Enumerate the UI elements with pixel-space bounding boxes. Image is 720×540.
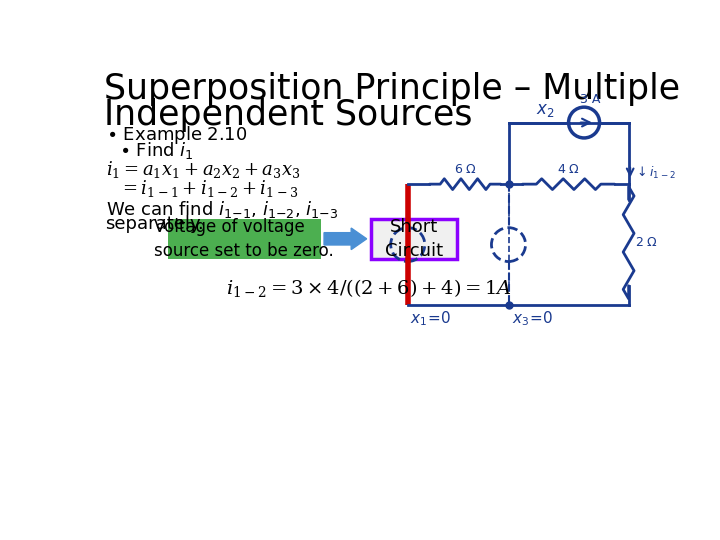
Text: separately.: separately. [106,215,204,233]
Text: $\bullet$ Example 2.10: $\bullet$ Example 2.10 [106,124,247,146]
Text: Independent Sources: Independent Sources [104,98,472,132]
Text: 3 A: 3 A [580,93,600,106]
FancyBboxPatch shape [168,219,321,259]
Text: $\downarrow i_{1-2}$: $\downarrow i_{1-2}$ [634,165,676,181]
Text: $i_{1-2} = 3\times4/\left(\left(2+6\right)+4\right)=1A$: $i_{1-2} = 3\times4/\left(\left(2+6\righ… [226,276,512,299]
Text: Short
Circuit: Short Circuit [385,218,443,260]
Text: Voltage of voltage
source set to be zero.: Voltage of voltage source set to be zero… [154,218,334,260]
Text: $= i_{1-1} + i_{1-2} + i_{1-3}$: $= i_{1-1} + i_{1-2} + i_{1-3}$ [120,178,299,199]
Text: $i_1 = a_1x_1 + a_2x_2 + a_3x_3$: $i_1 = a_1x_1 + a_2x_2 + a_3x_3$ [106,159,300,180]
Text: $x_1 \!=\! 0$: $x_1 \!=\! 0$ [410,309,451,328]
Text: We can find $i_{1\mathregular{-}1}$, $i_{1\mathregular{-}2}$, $i_{1\mathregular{: We can find $i_{1\mathregular{-}1}$, $i_… [106,199,338,220]
Text: $x_2$: $x_2$ [536,100,554,119]
Text: 4 $\Omega$: 4 $\Omega$ [557,164,580,177]
Text: $x_3 \!=\! 0$: $x_3 \!=\! 0$ [513,309,554,328]
Text: Superposition Principle – Multiple: Superposition Principle – Multiple [104,72,680,106]
FancyArrow shape [324,228,366,249]
Text: $\bullet$ Find $i_1$: $\bullet$ Find $i_1$ [120,140,194,161]
Text: 2 $\Omega$: 2 $\Omega$ [635,236,658,249]
FancyBboxPatch shape [371,219,457,259]
Text: 6 $\Omega$: 6 $\Omega$ [454,164,477,177]
